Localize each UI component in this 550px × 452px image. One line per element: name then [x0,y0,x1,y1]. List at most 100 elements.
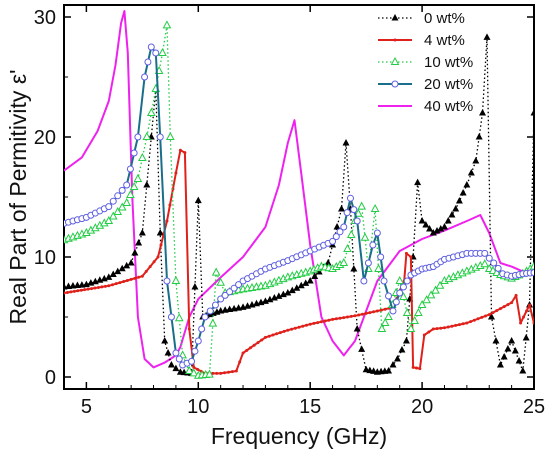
data-point [174,171,178,175]
series-40wt [64,10,534,369]
data-point [114,267,122,275]
data-point [163,277,171,285]
data-point [118,186,126,194]
data-point [522,334,530,341]
data-point [472,157,480,164]
data-point [86,287,90,291]
data-point [312,321,316,325]
data-point [137,275,141,279]
data-point [414,307,423,316]
data-point [422,333,426,337]
data-point [156,255,160,259]
data-point [360,232,370,241]
data-point [357,313,361,317]
data-point [519,321,523,325]
data-point [211,267,221,276]
data-point [65,290,69,294]
data-point [191,347,199,355]
data-point [414,178,422,186]
legend-label: 20 wt% [424,76,473,93]
x-axis-title: Frequency (GHz) [211,423,387,449]
data-point [353,208,363,217]
data-point [422,221,430,228]
data-point [133,173,143,182]
data-point [304,323,308,327]
data-point [215,371,219,375]
data-point [219,371,223,375]
data-point [530,269,534,277]
legend-label: 4 wt% [424,32,465,49]
data-point [384,311,393,320]
data-point [235,281,243,289]
data-point [360,312,364,316]
data-point [183,151,187,155]
data-point [338,316,342,320]
data-point [252,343,256,347]
data-point [167,361,175,368]
data-point [399,283,407,291]
data-point [114,282,118,286]
data-point [96,285,100,289]
y-tick-label: 0 [45,367,56,389]
data-point [194,196,202,204]
data-point [491,311,495,315]
data-point [171,275,181,284]
data-point [144,269,148,273]
data-point [311,272,319,279]
data-point [385,292,393,300]
data-point [125,278,129,282]
data-point [234,369,238,373]
data-point [156,133,164,141]
data-point [256,341,260,345]
data-point [315,268,323,275]
data-point [266,295,274,303]
data-point [508,337,516,344]
data-point [418,367,422,371]
data-point [126,189,135,198]
data-point [406,323,416,332]
data-point [308,322,312,326]
data-point [107,284,111,288]
data-point [216,277,226,286]
data-point [450,324,454,328]
data-point [90,287,94,291]
data-point [440,223,448,230]
series-line [64,46,534,366]
data-point [93,286,97,290]
data-point [417,299,427,308]
data-point [379,308,383,312]
data-point [167,313,175,321]
data-point [442,326,446,330]
data-point [127,259,135,266]
data-point [346,229,356,238]
series-line [64,36,534,375]
data-point [469,320,473,324]
data-point [498,307,502,311]
data-point [418,217,426,224]
x-tick-label: 20 [411,396,433,418]
data-point [332,233,340,241]
data-point [500,353,508,360]
data-point [399,291,408,300]
data-point [342,316,346,320]
data-point [230,370,234,374]
data-point [504,345,512,352]
data-point [439,326,443,330]
data-point [411,365,415,369]
data-point [472,318,476,322]
data-point [369,241,377,249]
data-point [217,295,225,303]
data-point [290,327,294,331]
data-point [301,324,305,328]
data-point [152,260,156,264]
data-point [316,321,320,325]
data-point [323,319,327,323]
data-point [133,276,137,280]
series-line [64,24,534,377]
data-point [279,290,287,298]
data-point [226,288,234,296]
data-point [393,355,401,362]
data-point [409,255,413,259]
data-point [368,311,372,315]
data-point [494,264,502,272]
